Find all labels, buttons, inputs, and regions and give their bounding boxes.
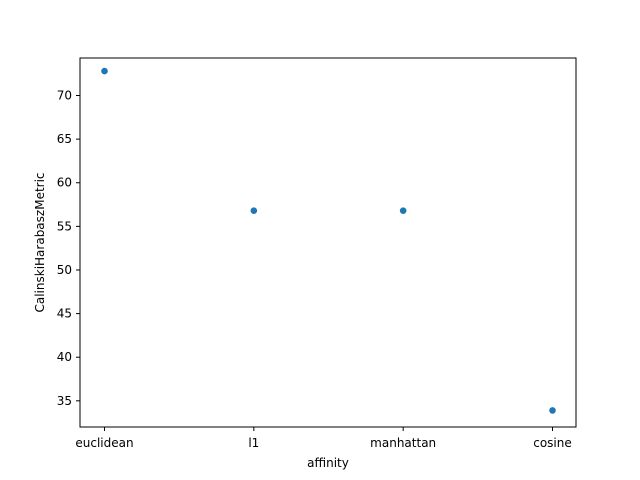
data-point-euclidean (101, 67, 108, 75)
x-axis-ticks: euclidean l1 manhattan cosine (75, 427, 572, 450)
plot-area-frame (79, 57, 577, 428)
y-axis-label: CalinskiHarabaszMetric (33, 172, 47, 312)
x-tick-label: cosine (533, 436, 572, 450)
y-tick-label: 70 (57, 89, 72, 103)
y-tick-label: 65 (57, 132, 72, 146)
y-axis-ticks: 35 40 45 50 55 60 65 70 (57, 89, 80, 408)
data-points (101, 67, 556, 414)
data-point-cosine (549, 407, 556, 414)
x-tick-label: l1 (248, 436, 259, 450)
y-tick-label: 50 (57, 263, 72, 277)
y-tick-label: 60 (57, 176, 72, 190)
data-point-manhattan (399, 207, 407, 214)
data-point-l1 (250, 207, 258, 214)
y-tick-label: 40 (57, 350, 72, 364)
x-axis-label: affinity (307, 456, 349, 470)
y-tick-label: 35 (57, 394, 72, 408)
y-tick-label: 55 (57, 219, 72, 233)
y-tick-label: 45 (57, 307, 72, 321)
x-tick-label: euclidean (75, 436, 133, 450)
x-tick-label: manhattan (370, 436, 436, 450)
